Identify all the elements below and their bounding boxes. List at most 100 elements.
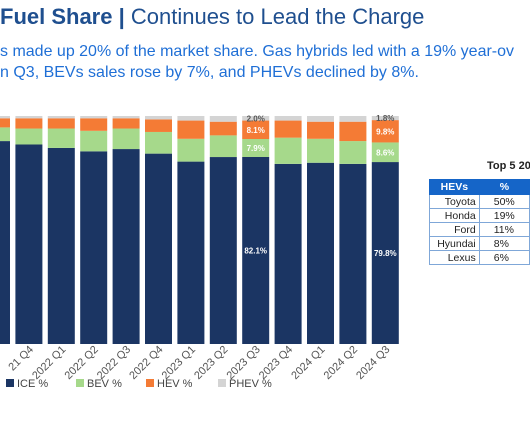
data-label-phev-2024-q3: 1.8% bbox=[376, 114, 394, 123]
bar-segment-phev-2023-q4 bbox=[274, 116, 302, 121]
bar-segment-hev-2023-q2 bbox=[209, 121, 237, 136]
data-label-hev-2023-q3: 8.1% bbox=[247, 126, 265, 135]
hev-table-row: Honda 19% bbox=[429, 208, 530, 223]
bar-segment-bev-2022-q3 bbox=[112, 128, 140, 150]
hev-table-share: 6% bbox=[478, 250, 530, 265]
x-tick-label-2022-q3: 2022 Q3 bbox=[95, 344, 133, 382]
hev-table-header-brand: HEVs bbox=[429, 179, 480, 195]
bar-segment-hev-2022-q1 bbox=[47, 118, 75, 129]
legend-swatch-hev bbox=[146, 379, 154, 387]
hev-table-title: Top 5 20 bbox=[487, 160, 530, 172]
bar-segment-ice-2024-q3 bbox=[371, 162, 399, 344]
bar-segment-ice-2022-q3 bbox=[112, 149, 140, 344]
data-label-ice-2023-q3: 82.1% bbox=[244, 246, 267, 255]
hev-table-share: 8% bbox=[478, 236, 530, 251]
bar-segment-ice-2024-q1 bbox=[307, 162, 334, 344]
legend-label-bev: BEV % bbox=[87, 378, 122, 390]
hev-brand-table: HEVs % Toyota 50% Honda 19% Ford 11% Hyunda… bbox=[429, 179, 530, 265]
legend-label-hev: HEV % bbox=[157, 378, 193, 390]
bar-segment-ice-2023-q1 bbox=[177, 161, 205, 344]
bar-segment-phev-2023-q2 bbox=[209, 116, 237, 122]
bar-segment-hev-2022-q3 bbox=[112, 118, 140, 129]
legend-label-ice: ICE % bbox=[17, 378, 48, 390]
x-tick-label-2024-q3: 2024 Q3 bbox=[354, 344, 392, 382]
bar-segment-phev-2023-q1 bbox=[177, 116, 205, 121]
hev-table-row: Ford 11% bbox=[429, 222, 530, 237]
bar-segment-phev-2024-q1 bbox=[307, 116, 334, 122]
x-tick-label-2023-q1: 2023 Q1 bbox=[160, 344, 198, 382]
bar-segment-ice-2021-q4 bbox=[15, 144, 43, 344]
data-label-hev-2024-q3: 9.8% bbox=[376, 127, 394, 136]
bar-segment-bev-2024-q2 bbox=[339, 141, 367, 164]
legend-swatch-phev bbox=[218, 379, 226, 387]
bar-segment-hev-2021-q3 bbox=[0, 118, 10, 128]
legend-label-phev: PHEV % bbox=[229, 378, 272, 390]
hev-table-brand: Lexus bbox=[429, 250, 480, 265]
bar-segment-hev-2023-q4 bbox=[274, 120, 302, 138]
bar-segment-phev-2022-q2 bbox=[80, 116, 108, 119]
bar-segment-phev-2024-q3 bbox=[371, 116, 399, 121]
bar-segment-phev-2022-q4 bbox=[145, 116, 172, 120]
x-tick-label-2023-q4: 2023 Q4 bbox=[257, 344, 295, 382]
subtitle-line-2: n Q3, BEVs sales rose by 7%, and PHEVs d… bbox=[0, 64, 419, 81]
bar-segment-bev-2022-q1 bbox=[47, 128, 75, 148]
bar-segment-phev-2021-q3 bbox=[0, 116, 10, 119]
bar-segment-hev-2022-q4 bbox=[145, 119, 172, 132]
hev-table-share: 19% bbox=[478, 208, 530, 223]
bar-segment-bev-2021-q4 bbox=[15, 128, 43, 145]
bar-segment-phev-2023-q3 bbox=[242, 116, 270, 121]
bar-segment-hev-2022-q2 bbox=[80, 118, 108, 131]
bar-segment-ice-2022-q2 bbox=[80, 151, 108, 344]
hev-table-row: Toyota 50% bbox=[429, 194, 530, 209]
hev-table-brand: Hyundai bbox=[429, 236, 480, 251]
bar-segment-bev-2023-q3 bbox=[242, 139, 270, 157]
data-label-bev-2023-q3: 7.9% bbox=[247, 144, 265, 153]
bar-segment-ice-2024-q2 bbox=[339, 163, 367, 344]
x-tick-label-2022-q2: 2022 Q2 bbox=[62, 344, 100, 382]
page-title-bold: Fuel Share | bbox=[0, 4, 125, 29]
bar-segment-phev-2022-q3 bbox=[112, 116, 140, 119]
hev-table-share: 50% bbox=[478, 194, 530, 209]
bar-segment-ice-2021-q3 bbox=[0, 141, 10, 344]
bar-segment-ice-2023-q4 bbox=[274, 163, 302, 344]
bar-segment-bev-2024-q3 bbox=[371, 142, 399, 163]
bar-segment-ice-2023-q3 bbox=[242, 156, 270, 344]
hev-table-brand: Ford bbox=[429, 222, 480, 237]
bar-segment-phev-2024-q2 bbox=[339, 116, 367, 122]
legend-swatch-bev bbox=[76, 379, 84, 387]
page-title: Fuel Share | Continues to Lead the Charg… bbox=[0, 4, 424, 30]
bar-segment-bev-2023-q2 bbox=[209, 135, 237, 158]
x-tick-label-2023-q3: 2023 Q3 bbox=[224, 344, 262, 382]
bar-segment-bev-2024-q1 bbox=[307, 138, 334, 163]
hev-table-row: Lexus 6% bbox=[429, 250, 530, 265]
x-tick-label-2024-q2: 2024 Q2 bbox=[322, 344, 360, 382]
hev-table-row: Hyundai 8% bbox=[429, 236, 530, 251]
bar-segment-hev-2024-q1 bbox=[307, 121, 334, 139]
bar-segment-hev-2023-q3 bbox=[242, 120, 270, 140]
bar-segment-phev-2022-q1 bbox=[47, 116, 75, 119]
data-label-ice-2024-q3: 79.8% bbox=[374, 249, 397, 258]
bar-segment-bev-2022-q2 bbox=[80, 130, 108, 152]
hev-table-share: 11% bbox=[478, 222, 530, 237]
bar-segment-hev-2024-q2 bbox=[339, 121, 367, 142]
x-tick-label-2021-q4: 21 Q4 bbox=[6, 344, 36, 374]
bar-segment-ice-2023-q2 bbox=[209, 157, 237, 344]
bar-segment-hev-2023-q1 bbox=[177, 120, 205, 139]
x-tick-label-2022-q1: 2022 Q1 bbox=[30, 344, 68, 382]
x-tick-label-2022-q4: 2022 Q4 bbox=[127, 344, 165, 382]
bar-segment-bev-2021-q3 bbox=[0, 127, 10, 142]
bar-segment-ice-2022-q1 bbox=[47, 147, 75, 344]
hev-table-brand: Honda bbox=[429, 208, 480, 223]
bar-segment-ice-2022-q4 bbox=[145, 153, 172, 344]
data-label-phev-2023-q3: 2.0% bbox=[247, 114, 265, 123]
hev-table-brand: Toyota bbox=[429, 194, 480, 209]
bar-segment-hev-2024-q3 bbox=[371, 120, 399, 143]
page-title-rest: Continues to Lead the Charge bbox=[124, 4, 425, 29]
x-tick-label-2023-q2: 2023 Q2 bbox=[192, 344, 230, 382]
bar-segment-phev-2021-q4 bbox=[15, 116, 43, 119]
bar-segment-hev-2021-q4 bbox=[15, 118, 43, 129]
x-tick-label-2024-q1: 2024 Q1 bbox=[289, 344, 327, 382]
bar-segment-bev-2023-q1 bbox=[177, 138, 205, 162]
bar-segment-bev-2022-q4 bbox=[145, 131, 172, 154]
